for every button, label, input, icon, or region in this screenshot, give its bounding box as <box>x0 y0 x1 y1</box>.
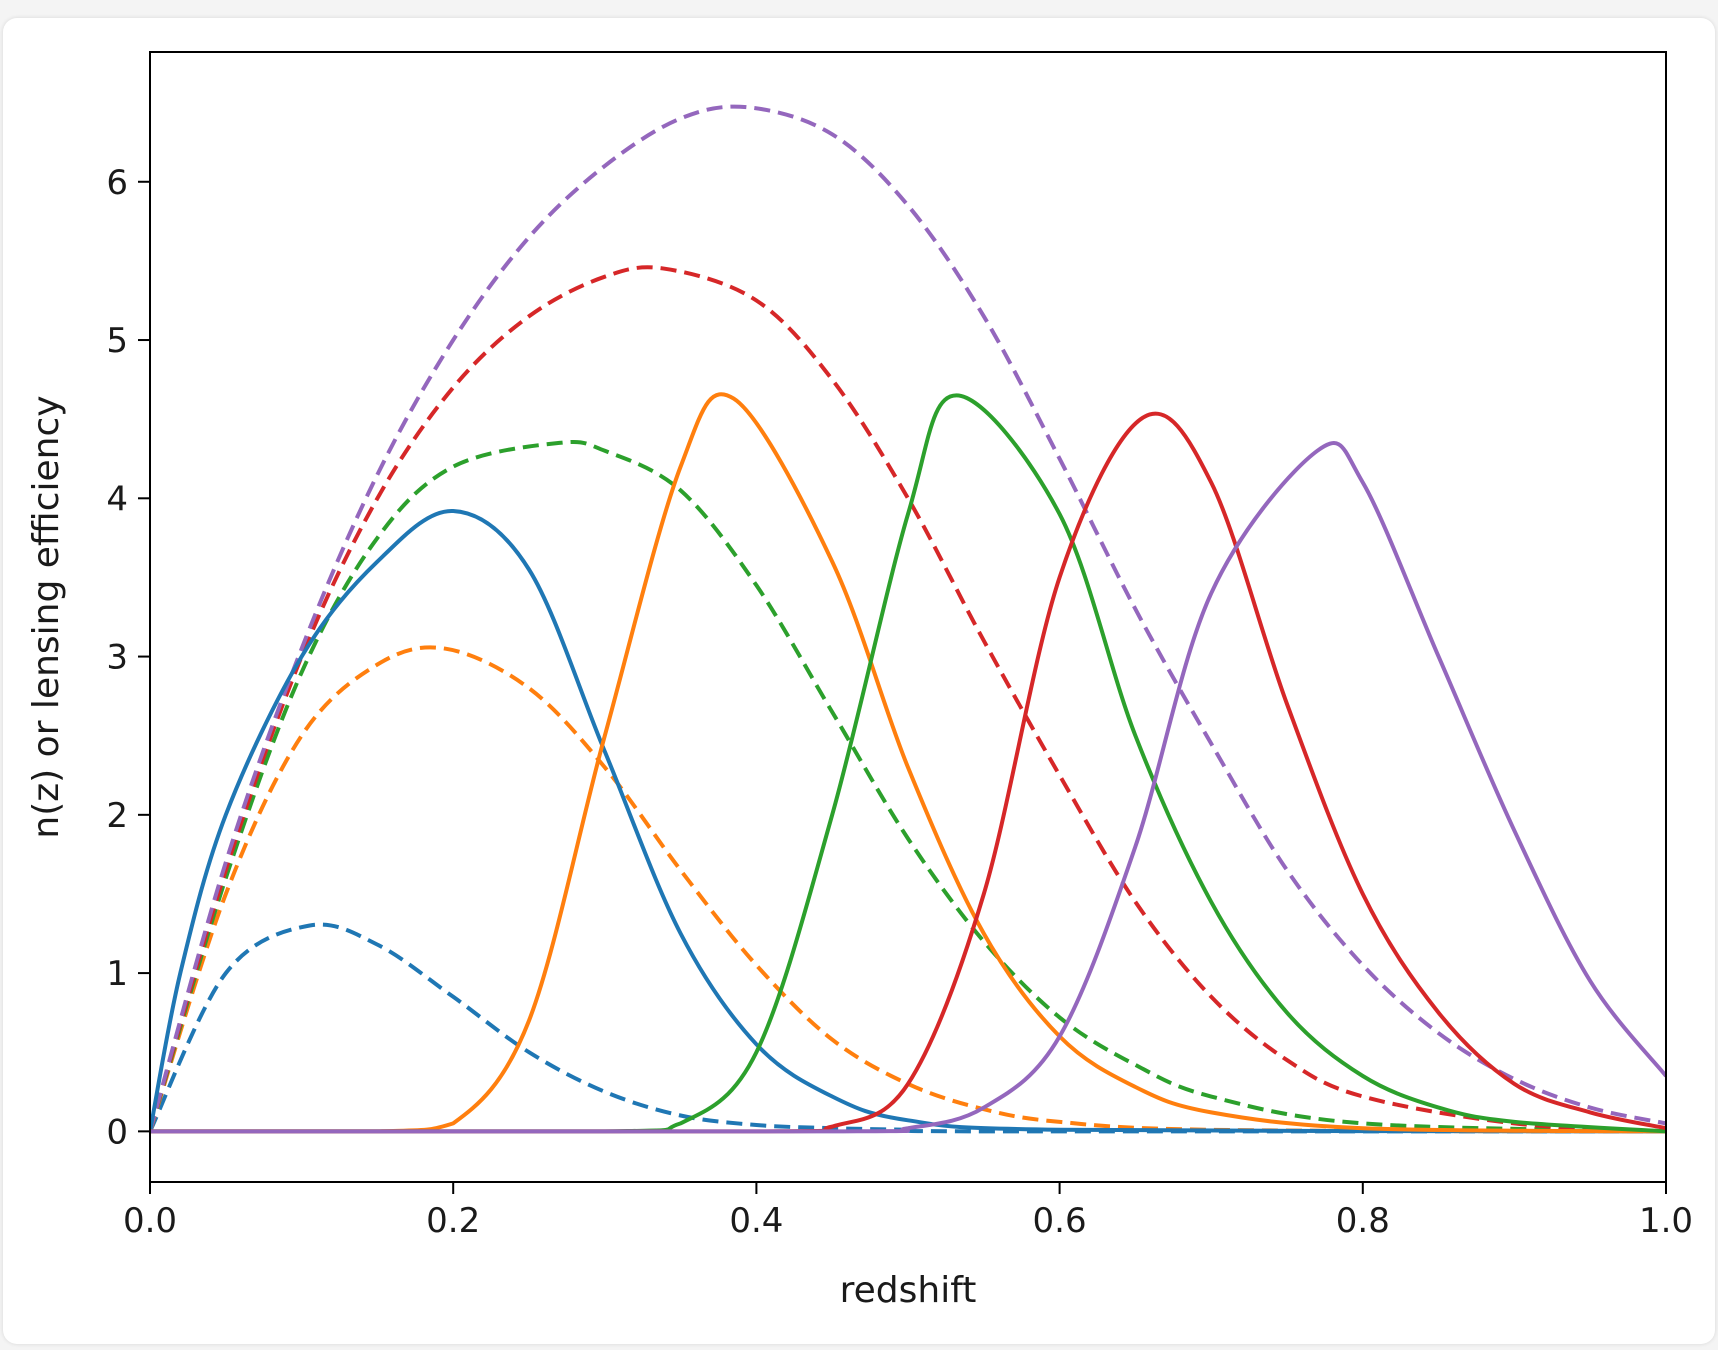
x-tick-label: 0.2 <box>426 1201 480 1241</box>
x-tick-label: 0.0 <box>123 1201 177 1241</box>
dashed-series-line-6 <box>150 645 1666 1134</box>
y-tick-label: 6 <box>106 163 128 203</box>
y-tick-label: 2 <box>106 796 128 836</box>
ticks-layer: 0.0 0.2 0.4 0.6 0.8 1.0 0 1 2 3 4 5 6 <box>106 163 1693 1241</box>
y-tick-label: 0 <box>106 1112 128 1152</box>
solid-series-line-0 <box>150 508 1666 1134</box>
x-tick-label: 1.0 <box>1639 1201 1693 1241</box>
x-tick-label: 0.8 <box>1336 1201 1390 1241</box>
dashed-series-line-5 <box>150 922 1666 1134</box>
y-tick-label: 1 <box>106 954 128 994</box>
solid-series-line-2 <box>150 393 1666 1134</box>
dashed-series-line-7 <box>150 439 1666 1134</box>
series-layer <box>150 104 1666 1134</box>
x-axis-label: redshift <box>840 1270 977 1311</box>
x-tick-label: 0.4 <box>729 1201 783 1241</box>
x-tick-label: 0.6 <box>1033 1201 1087 1241</box>
y-tick-label: 4 <box>106 479 128 519</box>
solid-series-line-1 <box>150 392 1666 1134</box>
y-tick-label: 3 <box>106 638 128 678</box>
y-tick-label: 5 <box>106 321 128 361</box>
solid-series-line-4 <box>150 441 1666 1134</box>
y-axis-label: n(z) or lensing efficiency <box>26 395 67 838</box>
plot-frame <box>149 51 1667 1183</box>
dashed-series-line-8 <box>150 265 1666 1134</box>
dashed-series-line-9 <box>150 104 1666 1132</box>
